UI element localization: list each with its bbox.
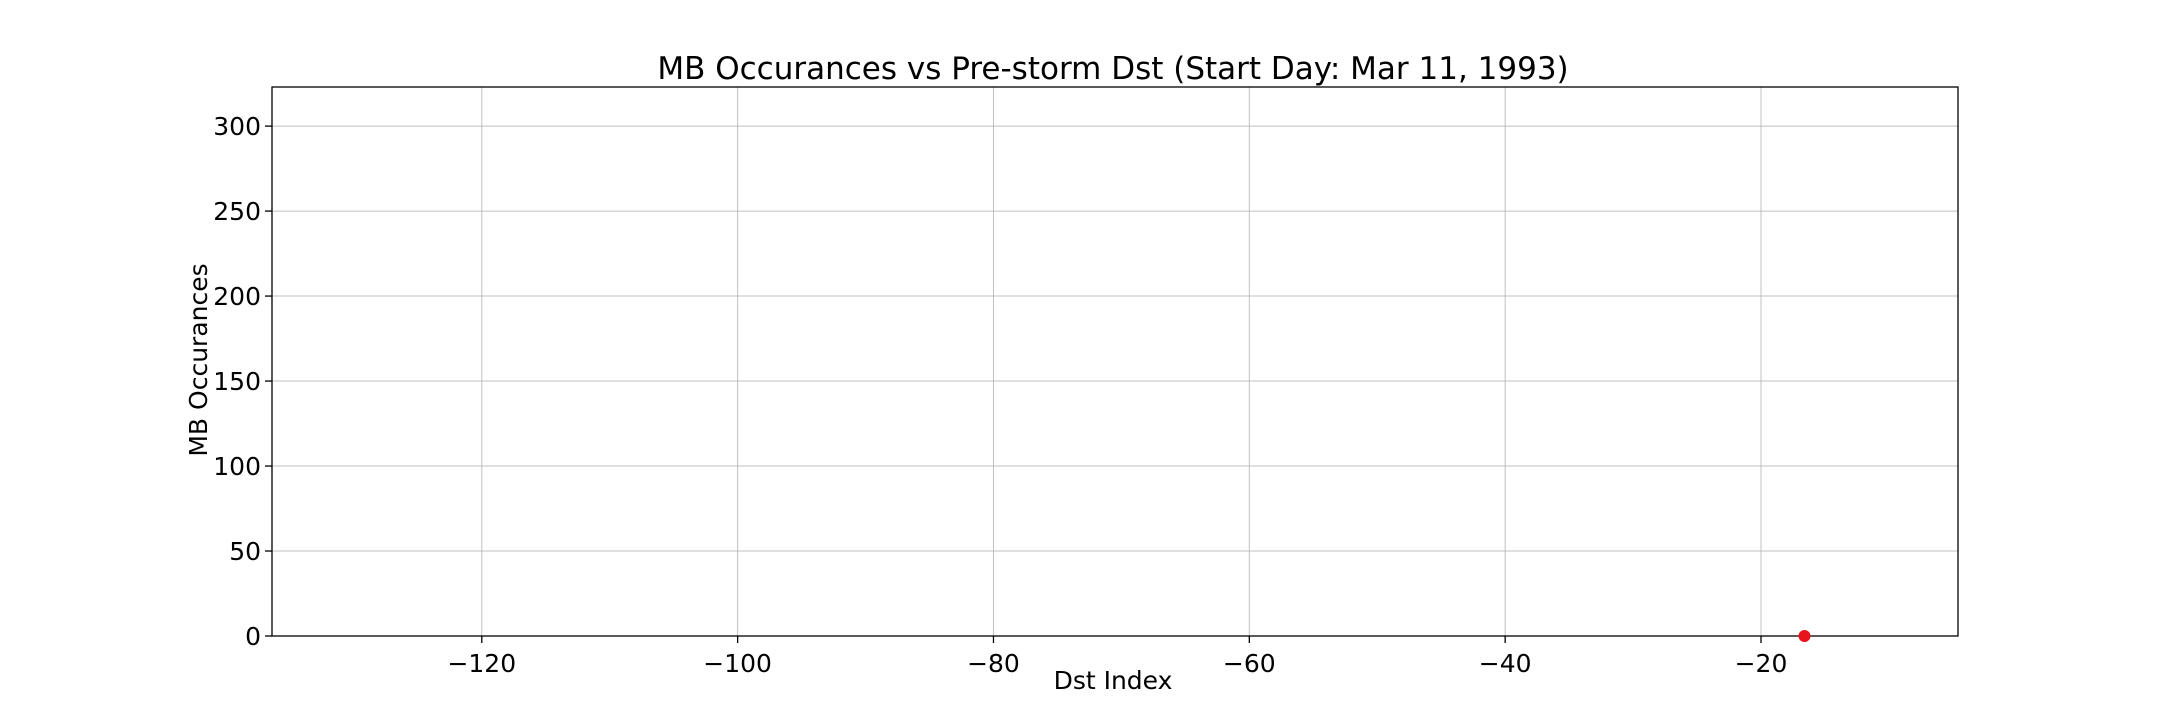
x-tick-label: −40 [1479, 649, 1532, 678]
y-tick-label: 250 [213, 197, 261, 226]
x-tick-label: −20 [1735, 649, 1788, 678]
plot-area-frame [271, 86, 1959, 637]
y-tick-label: 300 [213, 112, 261, 141]
y-tick-label: 50 [229, 537, 261, 566]
y-tick-label: 0 [245, 622, 261, 651]
chart-title: MB Occurances vs Pre-storm Dst (Start Da… [657, 51, 1568, 87]
data-points [1798, 630, 1811, 642]
x-tick-label: −120 [447, 649, 516, 678]
y-tick-label: 200 [213, 282, 261, 311]
x-tick-label: −60 [1223, 649, 1276, 678]
y-tick-label: 150 [213, 367, 261, 396]
x-tick-label: −80 [967, 649, 1020, 678]
axis-ticks: −120 −100 −80 −60 −40 −20 0 50 100 150 200 250 300 [213, 112, 1787, 678]
y-axis-label: MB Occurances [184, 263, 213, 456]
x-tick-label: −100 [703, 649, 772, 678]
data-point [1798, 630, 1811, 642]
y-tick-label: 100 [213, 452, 261, 481]
x-axis-label: Dst Index [1054, 666, 1173, 695]
grid-layer [272, 87, 1958, 637]
